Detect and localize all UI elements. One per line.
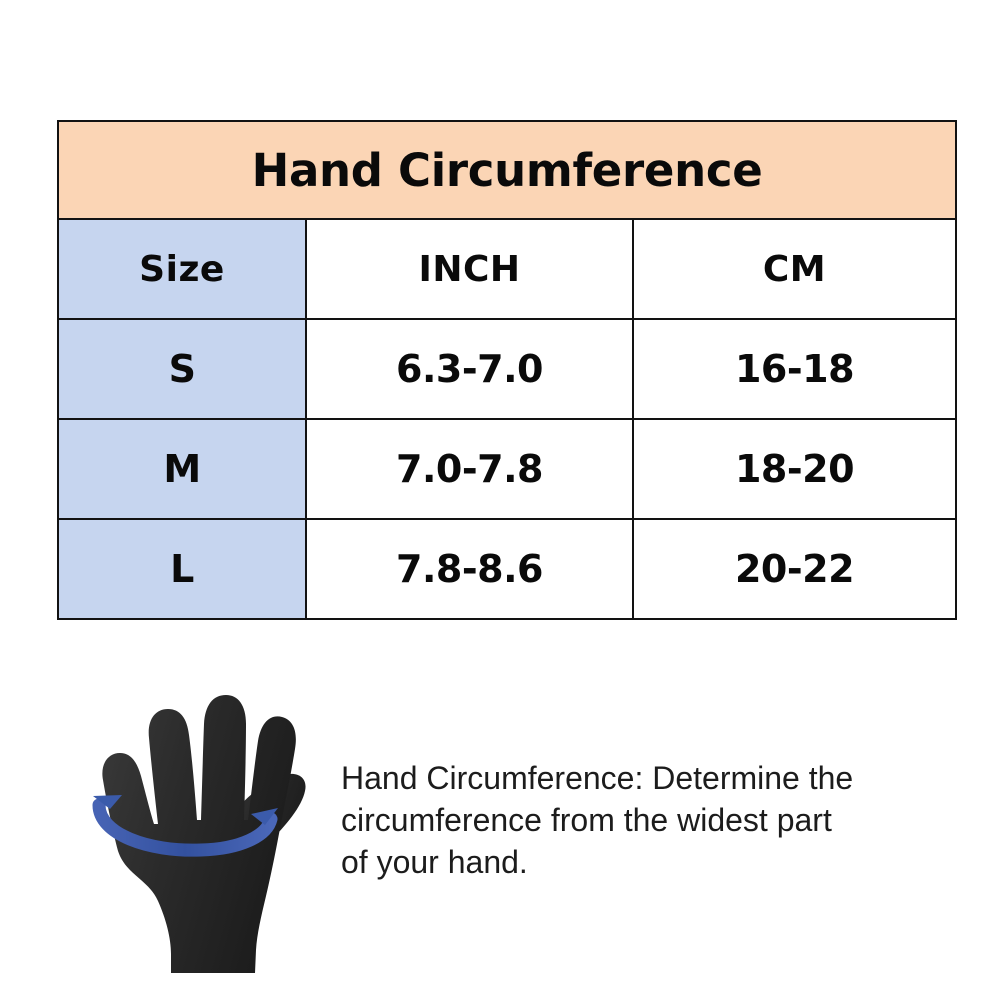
table-row: L 7.8-8.6 20-22 <box>57 518 958 620</box>
measurement-instruction-text: Hand Circumference: Determine the circum… <box>341 757 951 883</box>
size-chart-table: Hand Circumference Size INCH CM S 6.3-7.… <box>56 120 958 620</box>
note-line-1: Hand Circumference: Determine the <box>341 760 854 796</box>
cell-inch-l: 7.8-8.6 <box>305 518 634 620</box>
hand-measurement-diagram <box>92 695 306 973</box>
hand-palm-shape <box>102 695 296 973</box>
table-header-row: Size INCH CM <box>57 218 958 320</box>
cell-cm-s: 16-18 <box>631 318 958 420</box>
cell-inch-s: 6.3-7.0 <box>305 318 634 420</box>
table-row: S 6.3-7.0 16-18 <box>57 318 958 420</box>
column-header-cm: CM <box>631 218 958 320</box>
cell-size-l: L <box>57 518 307 620</box>
table-row: M 7.0-7.8 18-20 <box>57 418 958 520</box>
measuring-tape-band <box>92 795 278 857</box>
note-line-3: of your hand. <box>341 844 528 880</box>
cell-cm-m: 18-20 <box>631 418 958 520</box>
band-arrow-right-icon <box>251 808 278 825</box>
cell-cm-l: 20-22 <box>631 518 958 620</box>
band-arrow-left-icon <box>93 795 122 809</box>
table-title-row: Hand Circumference <box>56 120 958 220</box>
cell-inch-m: 7.0-7.8 <box>305 418 634 520</box>
page-title: Hand Circumference <box>56 120 958 220</box>
column-header-size: Size <box>57 218 307 320</box>
column-header-inch: INCH <box>305 218 634 320</box>
cell-size-m: M <box>57 418 307 520</box>
cell-size-s: S <box>57 318 307 420</box>
note-line-2: circumference from the widest part <box>341 802 832 838</box>
